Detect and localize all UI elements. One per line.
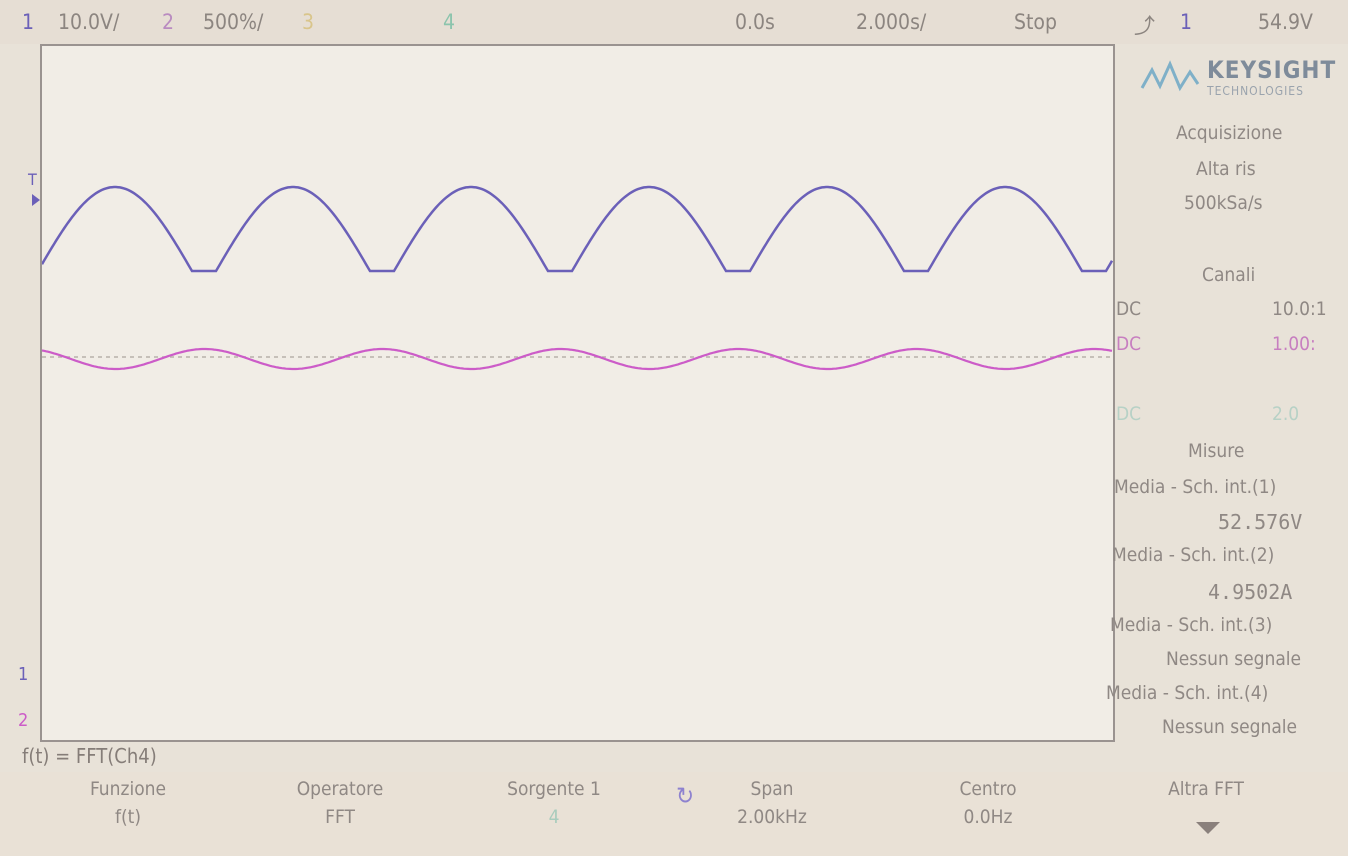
channel-4-scale: 2.0 xyxy=(1272,403,1300,425)
menu-down-arrow-icon[interactable] xyxy=(1196,822,1220,834)
softkey-center-value: 0.0Hz xyxy=(963,806,1013,828)
softkey-operator[interactable]: Operatore FFT xyxy=(240,778,440,844)
ch1-waveform-trace xyxy=(42,185,1113,273)
trigger-edge-icon: ⤴ xyxy=(1134,14,1155,38)
softkey-operator-label: Operatore xyxy=(296,778,384,800)
softkey-span-label: Span xyxy=(750,778,794,800)
waveform-svg xyxy=(42,185,1113,371)
ch2-waveform-trace xyxy=(42,347,1113,371)
trigger-level[interactable]: 54.9V xyxy=(1258,10,1313,34)
measurement-1-value: 52.576V xyxy=(1218,510,1303,534)
softkey-function-label: Funzione xyxy=(90,778,166,800)
brand-name: KEYSIGHT xyxy=(1207,56,1337,84)
time-scale[interactable]: 2.000s/ xyxy=(856,10,927,34)
acquisition-title: Acquisizione xyxy=(1176,122,1283,144)
channel-4-coupling: DC xyxy=(1116,403,1142,425)
measurement-2-label: Media - Sch. int.(2) xyxy=(1112,544,1275,566)
ch2-scale[interactable]: 500%/ xyxy=(203,10,264,34)
channel-2-coupling: DC xyxy=(1116,333,1142,355)
softkey-source-value: 4 xyxy=(548,806,560,828)
side-panel xyxy=(1100,44,1348,744)
waveform-display[interactable] xyxy=(40,44,1115,742)
measurement-2-value: 4.9502A xyxy=(1208,580,1293,604)
softkey-span[interactable]: Span 2.00kHz xyxy=(672,778,872,844)
ch2-number[interactable]: 2 xyxy=(162,10,175,34)
ch4-number[interactable]: 4 xyxy=(443,10,456,34)
softkey-more-fft[interactable]: Altra FFT xyxy=(1106,778,1306,844)
ch1-number[interactable]: 1 xyxy=(22,10,35,34)
status-bar xyxy=(0,0,1348,44)
softkey-source[interactable]: Sorgente 1 4 xyxy=(454,778,654,844)
trigger-source: 1 xyxy=(1180,10,1193,34)
softkey-function-value: f(t) xyxy=(114,806,142,828)
brand-sub: TECHNOLOGIES xyxy=(1207,84,1304,98)
acquisition-mode: Alta ris xyxy=(1196,158,1256,180)
trigger-level-marker[interactable]: T xyxy=(28,170,37,189)
softkey-operator-value: FFT xyxy=(325,806,355,828)
softkey-function[interactable]: Funzione f(t) xyxy=(28,778,228,844)
softkey-center[interactable]: Centro 0.0Hz xyxy=(888,778,1088,844)
channel-1-scale: 10.0:1 xyxy=(1272,298,1327,320)
ch1-ground-marker[interactable]: 1 xyxy=(18,664,29,685)
softkey-bar xyxy=(0,772,1348,856)
keysight-logo-icon xyxy=(1140,60,1200,92)
math-formula: f(t) = FFT(Ch4) xyxy=(22,744,157,768)
softkey-more-fft-label: Altra FFT xyxy=(1168,778,1244,800)
ch1-scale[interactable]: 10.0V/ xyxy=(58,10,120,34)
ch3-number[interactable]: 3 xyxy=(302,10,315,34)
measurement-4-value: Nessun segnale xyxy=(1162,716,1298,738)
softkey-span-value: 2.00kHz xyxy=(737,806,807,828)
measurement-1-label: Media - Sch. int.(1) xyxy=(1114,476,1277,498)
ch2-ground-marker[interactable]: 2 xyxy=(18,710,29,731)
rotate-knob-icon: ↻ xyxy=(676,782,695,810)
ch1-offset-arrow[interactable] xyxy=(32,194,40,206)
measurements-title: Misure xyxy=(1188,440,1245,462)
softkey-center-label: Centro xyxy=(959,778,1017,800)
channels-title: Canali xyxy=(1202,264,1256,286)
channel-2-scale: 1.00: xyxy=(1272,333,1316,355)
measurement-4-label: Media - Sch. int.(4) xyxy=(1106,682,1269,704)
measurement-3-value: Nessun segnale xyxy=(1166,648,1302,670)
channel-1-coupling: DC xyxy=(1116,298,1142,320)
softkey-source-label: Sorgente 1 xyxy=(507,778,601,800)
run-state[interactable]: Stop xyxy=(1014,10,1057,34)
measurement-3-label: Media - Sch. int.(3) xyxy=(1110,614,1273,636)
time-offset[interactable]: 0.0s xyxy=(735,10,775,34)
acquisition-rate: 500kSa/s xyxy=(1184,192,1263,214)
